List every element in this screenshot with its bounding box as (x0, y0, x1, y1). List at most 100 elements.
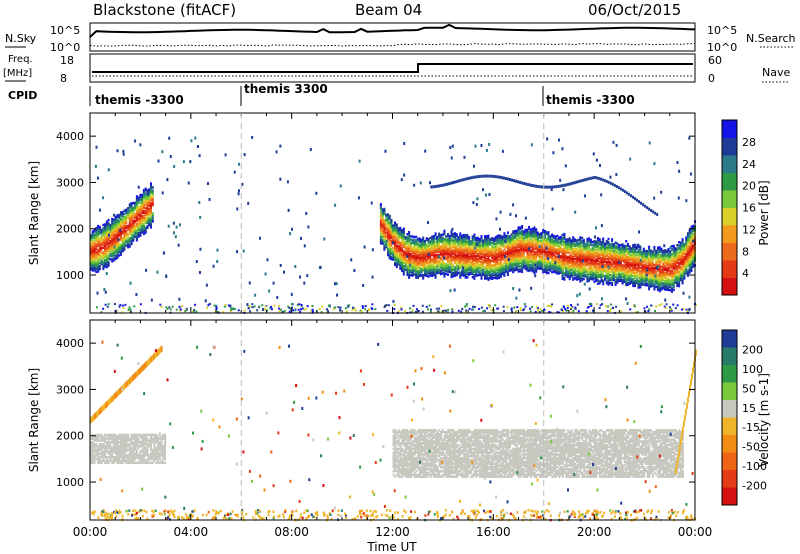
power-cell (653, 271, 656, 275)
power-cell (432, 246, 435, 249)
power-cell (574, 261, 576, 264)
power-cell (662, 253, 665, 256)
power-cell (515, 248, 518, 252)
power-cell (641, 276, 644, 280)
power-cell (379, 242, 382, 245)
power-cell (648, 273, 651, 276)
power-cell (582, 240, 585, 243)
power-cell (625, 272, 628, 275)
power-cell (387, 231, 389, 234)
power-cell (439, 272, 442, 276)
power-cell (648, 252, 651, 255)
power-cell (688, 233, 691, 237)
power-cell (544, 259, 546, 262)
power-cell (589, 240, 592, 243)
power-cell (98, 245, 101, 248)
power-cell (618, 255, 621, 258)
power-cell (559, 255, 562, 258)
power-cell (434, 261, 437, 265)
power-cell (501, 250, 504, 253)
power-cell (595, 258, 598, 261)
power-cell (579, 247, 582, 251)
power-cell (563, 273, 566, 276)
power-cell (121, 230, 124, 233)
power-cell (394, 226, 396, 229)
power-cell (111, 224, 114, 227)
power-cell (519, 242, 522, 245)
power-cell (394, 258, 396, 262)
power-cell (415, 271, 418, 274)
power-cell (427, 241, 430, 244)
power-cell (536, 252, 539, 256)
power-cell (619, 252, 622, 255)
power-cell (584, 260, 587, 264)
power-cell (501, 237, 504, 240)
power-cell (459, 258, 462, 261)
power-cell (618, 258, 621, 261)
power-cell (628, 258, 631, 261)
power-cell (394, 255, 396, 258)
power-cell (127, 244, 130, 247)
power-cell (422, 256, 425, 259)
power-cell (510, 243, 513, 246)
power-cell (519, 257, 522, 260)
power-cell (653, 255, 656, 259)
power-cell (558, 246, 561, 249)
power-cell (649, 270, 652, 274)
power-cell (432, 241, 435, 244)
power-cell (420, 261, 423, 264)
power-cell (632, 260, 635, 263)
power-cell (595, 264, 598, 268)
power-cell (596, 238, 599, 242)
power-cell (95, 252, 98, 256)
power-cell (394, 252, 396, 255)
power-cell (434, 232, 437, 235)
power-cell (387, 234, 389, 237)
power-cell (441, 236, 444, 239)
power-cell (531, 265, 534, 268)
power-cell (646, 250, 649, 253)
power-cell (648, 265, 651, 268)
power-cell (612, 270, 615, 274)
power-cell (519, 232, 522, 236)
power-cell (510, 238, 513, 241)
power-cell (595, 261, 598, 264)
power-cell (664, 271, 666, 275)
power-cell (559, 261, 562, 265)
power-cell (655, 280, 658, 284)
power-cell (394, 262, 396, 265)
power-cell (436, 253, 439, 257)
power-cell (561, 272, 564, 276)
power-cell (383, 235, 386, 238)
power-cell (144, 192, 147, 195)
power-cell (464, 264, 467, 268)
power-cell (429, 249, 432, 253)
power-cell (618, 248, 621, 252)
power-cell (672, 244, 675, 248)
power-cell (402, 266, 405, 269)
power-cell (586, 273, 589, 276)
power-cell (519, 240, 522, 244)
power-cell (487, 267, 490, 270)
cpid-segment-2: themis 3300 (244, 82, 328, 96)
power-cell (114, 220, 117, 223)
power-cell (660, 250, 663, 254)
power-cell (413, 257, 416, 260)
power-cell (383, 222, 386, 225)
power-cell (417, 253, 419, 257)
power-cell (519, 265, 522, 268)
power-cell (542, 237, 545, 240)
power-cell (436, 244, 439, 247)
power-scatter-cell (172, 221, 175, 225)
power-cell (97, 242, 100, 246)
power-cell (561, 248, 564, 251)
power-cell (635, 271, 638, 275)
power-cell (135, 224, 138, 227)
power-cell (501, 251, 504, 255)
power-cell (468, 255, 471, 258)
power-cell (536, 262, 539, 265)
power-cell (107, 236, 110, 240)
power-cell (540, 235, 543, 238)
power-cell (644, 278, 647, 282)
power-cell (644, 266, 647, 269)
